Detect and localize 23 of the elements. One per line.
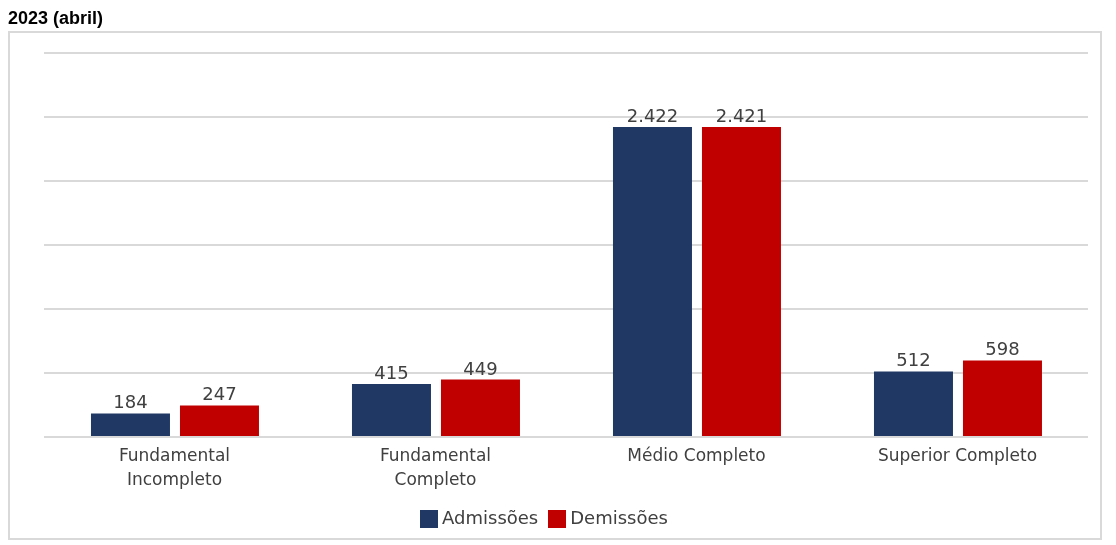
data-label: 184 xyxy=(113,391,148,413)
x-tick-label: Médio Completo xyxy=(627,445,766,465)
data-label: 598 xyxy=(985,338,1020,360)
x-tick-label: Fundamental Incompleto xyxy=(118,445,231,489)
bar xyxy=(701,127,781,437)
data-label: 2.421 xyxy=(715,105,768,127)
bar xyxy=(612,126,692,437)
data-label: 2.422 xyxy=(626,104,679,126)
data-label: 512 xyxy=(896,349,931,371)
data-label: 449 xyxy=(463,357,498,379)
bar xyxy=(90,413,170,437)
legend-label: Demissões xyxy=(570,507,668,528)
x-tick-label: Fundamental Completo xyxy=(379,445,492,489)
x-tick-label: Superior Completo xyxy=(877,445,1038,465)
bar xyxy=(873,371,953,437)
data-label: 247 xyxy=(202,383,237,405)
bar xyxy=(179,405,259,437)
chart-title: 2023 (abril) xyxy=(8,8,105,29)
bar xyxy=(351,383,431,437)
legend-label: Admissões xyxy=(442,507,539,528)
bar xyxy=(962,360,1042,437)
bar xyxy=(440,379,520,437)
data-label: 415 xyxy=(374,361,409,383)
